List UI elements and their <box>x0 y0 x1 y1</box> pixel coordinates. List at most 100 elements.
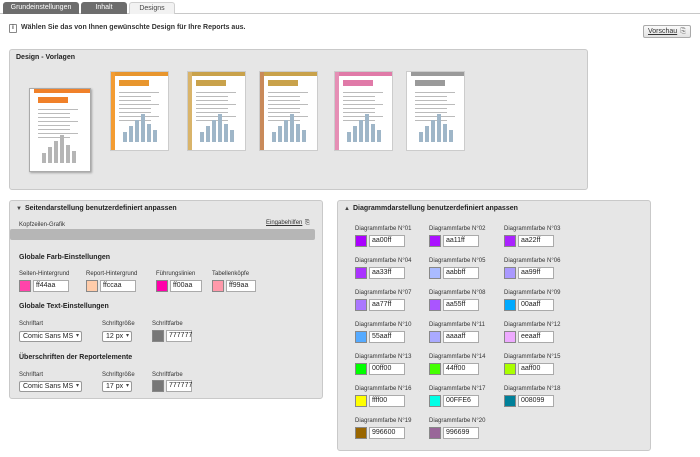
color-input-table-head[interactable]: ff99aa <box>226 280 256 292</box>
chart-color-input[interactable]: eeaaff <box>518 331 554 343</box>
heading-color-input[interactable]: 777777 <box>166 380 192 392</box>
chart-color-input[interactable]: aa55ff <box>443 299 479 311</box>
chart-color-swatch[interactable] <box>355 427 367 439</box>
color-input-guides[interactable]: ff00aa <box>170 280 202 292</box>
tab-bar: Grundeinstellungen Inhalt Designs <box>0 0 700 14</box>
tab-grundeinstellungen[interactable]: Grundeinstellungen <box>3 2 79 14</box>
collapse-triangle-icon[interactable]: ▲ <box>344 206 350 212</box>
chart-color-input[interactable]: aa11ff <box>443 235 479 247</box>
thumb-column <box>230 130 234 142</box>
thumb-line <box>119 112 151 113</box>
color-swatch-report-bg[interactable] <box>86 280 98 292</box>
chart-color-input[interactable]: 00ff00 <box>369 363 405 375</box>
chart-color-input[interactable]: 008099 <box>518 395 554 407</box>
chart-color-swatch[interactable] <box>355 299 367 311</box>
thumb-line <box>268 108 300 109</box>
heading-size-select[interactable]: 17 px ▾ <box>102 381 132 392</box>
chart-color-swatch[interactable] <box>429 299 441 311</box>
thumb-line <box>38 129 70 130</box>
chart-color-input[interactable]: aabbff <box>443 267 479 279</box>
font-color-swatch[interactable] <box>152 330 164 342</box>
design-template-thumb[interactable] <box>334 71 393 151</box>
chart-color-swatch[interactable] <box>504 235 516 247</box>
chart-color-swatch[interactable] <box>504 395 516 407</box>
chart-color-label: Diagrammfarbe N°03 <box>504 226 561 232</box>
color-label-page-bg: Seiten-Hintergrund <box>19 271 70 277</box>
thumb-column <box>284 120 288 142</box>
chart-color-input[interactable]: ffff00 <box>369 395 405 407</box>
tab-inhalt[interactable]: Inhalt <box>81 2 127 14</box>
font-select[interactable]: Comic Sans MS ▾ <box>19 331 82 342</box>
chart-color-label: Diagrammfarbe N°11 <box>429 322 485 328</box>
design-template-thumb[interactable] <box>406 71 465 151</box>
chart-color-input[interactable]: 44ff00 <box>443 363 479 375</box>
font-size-select[interactable]: 12 px ▾ <box>102 331 132 342</box>
insert-icon[interactable]: ⎘ <box>305 220 310 226</box>
chart-color-swatch[interactable] <box>429 331 441 343</box>
chart-color-label: Diagrammfarbe N°07 <box>355 290 412 296</box>
design-template-thumb[interactable] <box>187 71 246 151</box>
thumb-line <box>415 96 447 97</box>
insert-link[interactable]: Eingabehilfen <box>266 220 303 226</box>
chart-color-swatch[interactable] <box>504 331 516 343</box>
heading-font-select[interactable]: Comic Sans MS ▾ <box>19 381 82 392</box>
chart-color-swatch[interactable] <box>504 267 516 279</box>
chart-color-input[interactable]: 996699 <box>443 427 479 439</box>
color-input-report-bg[interactable]: ffccaa <box>100 280 136 292</box>
chart-color-swatch[interactable] <box>355 363 367 375</box>
heading-color-swatch[interactable] <box>152 380 164 392</box>
heading-size-label: Schriftgröße <box>102 372 135 378</box>
thumb-line <box>343 96 375 97</box>
color-label-table-head: Tabellenköpfe <box>212 271 250 277</box>
collapse-triangle-icon[interactable]: ▼ <box>16 206 22 212</box>
chart-color-swatch[interactable] <box>429 267 441 279</box>
thumb-column <box>206 126 210 142</box>
thumb-column <box>278 126 282 142</box>
thumb-line <box>343 104 383 105</box>
chart-color-swatch[interactable] <box>355 395 367 407</box>
chevron-down-icon: ▾ <box>125 333 129 339</box>
chart-color-swatch[interactable] <box>429 363 441 375</box>
chart-color-swatch[interactable] <box>355 267 367 279</box>
thumb-line <box>415 116 455 117</box>
chart-color-input[interactable]: 996600 <box>369 427 405 439</box>
chart-color-input[interactable]: aa00ff <box>369 235 405 247</box>
chart-color-input[interactable]: 55aaff <box>369 331 405 343</box>
report-heading: Überschriften der Reportelemente <box>19 354 133 361</box>
thumb-side <box>335 72 339 150</box>
chart-color-input[interactable]: aa99ff <box>518 267 554 279</box>
color-swatch-guides[interactable] <box>156 280 168 292</box>
chart-color-swatch[interactable] <box>355 235 367 247</box>
chart-color-swatch[interactable] <box>429 395 441 407</box>
color-input-page-bg[interactable]: ff44aa <box>33 280 69 292</box>
font-color-input[interactable]: 777777 <box>166 330 192 342</box>
color-swatch-table-head[interactable] <box>212 280 224 292</box>
preview-button[interactable]: Vorschau ⎘ <box>643 25 691 38</box>
chart-color-swatch[interactable] <box>429 235 441 247</box>
chart-color-label: Diagrammfarbe N°04 <box>355 258 412 264</box>
chart-color-input[interactable]: aa22ff <box>518 235 554 247</box>
design-template-thumb[interactable] <box>259 71 318 151</box>
chart-color-input[interactable]: aaaaff <box>443 331 479 343</box>
thumb-column <box>359 120 363 142</box>
chart-color-label: Diagrammfarbe N°06 <box>504 258 561 264</box>
color-swatch-page-bg[interactable] <box>19 280 31 292</box>
thumb-column <box>60 135 64 163</box>
design-template-thumb[interactable] <box>29 88 91 172</box>
chart-color-swatch[interactable] <box>429 427 441 439</box>
chart-color-swatch[interactable] <box>504 363 516 375</box>
thumb-column <box>123 132 127 142</box>
header-graphic-bar <box>10 229 315 240</box>
chart-color-swatch[interactable] <box>355 331 367 343</box>
chart-color-input[interactable]: aaff00 <box>518 363 554 375</box>
design-template-thumb[interactable] <box>110 71 169 151</box>
chart-color-input[interactable]: 00FFE6 <box>443 395 479 407</box>
tab-designs[interactable]: Designs <box>129 2 175 14</box>
chart-color-input[interactable]: aa77ff <box>369 299 405 311</box>
thumb-line <box>415 104 455 105</box>
thumb-column <box>42 153 46 163</box>
thumb-column <box>129 126 133 142</box>
chart-color-swatch[interactable] <box>504 299 516 311</box>
chart-color-input[interactable]: aa33ff <box>369 267 405 279</box>
chart-color-input[interactable]: 00aaff <box>518 299 554 311</box>
